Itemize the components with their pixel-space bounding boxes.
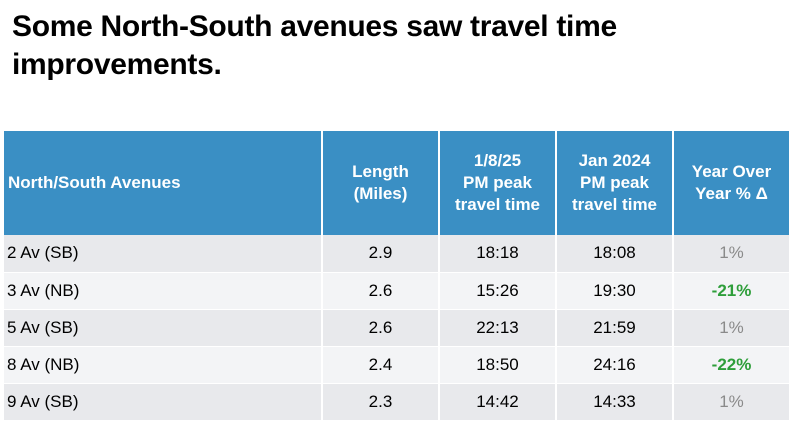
- header-line: PM peak: [580, 173, 649, 192]
- cell-length: 2.4: [322, 346, 440, 384]
- column-header-avenues: North/South Avenues: [4, 131, 323, 235]
- cell-current-time: 22:13: [439, 309, 557, 347]
- cell-prior-time: 24:16: [556, 346, 674, 384]
- table-row: 2 Av (SB) 2.9 18:18 18:08 1%: [4, 235, 789, 273]
- header-line: travel time: [454, 195, 541, 214]
- cell-length: 2.6: [322, 272, 440, 310]
- cell-change: 1%: [673, 309, 789, 347]
- column-header-year-over-year: Year Over Year % Δ: [673, 131, 789, 235]
- table-row: 8 Av (NB) 2.4 18:50 24:16 -22%: [4, 346, 789, 384]
- cell-change: -21%: [673, 272, 789, 310]
- cell-change: -22%: [673, 346, 789, 384]
- cell-change: 1%: [673, 235, 789, 273]
- header-line: Jan 2024: [578, 151, 651, 170]
- cell-current-time: 15:26: [439, 272, 557, 310]
- table-row: 3 Av (NB) 2.6 15:26 19:30 -21%: [4, 272, 789, 310]
- header-line: North/South Avenues: [8, 173, 181, 192]
- cell-prior-time: 21:59: [556, 309, 674, 347]
- cell-length: 2.3: [322, 383, 440, 421]
- header-line: Year Over: [691, 162, 772, 181]
- travel-time-table: North/South Avenues Length (Miles) 1/8/2…: [4, 131, 789, 421]
- cell-prior-time: 14:33: [556, 383, 674, 421]
- header-line: Year % Δ: [695, 184, 768, 203]
- cell-length: 2.9: [322, 235, 440, 273]
- cell-prior-time: 19:30: [556, 272, 674, 310]
- column-header-length: Length (Miles): [322, 131, 440, 235]
- table-row: 9 Av (SB) 2.3 14:42 14:33 1%: [4, 383, 789, 421]
- header-line: 1/8/25: [473, 151, 522, 170]
- cell-current-time: 14:42: [439, 383, 557, 421]
- table-header: North/South Avenues Length (Miles) 1/8/2…: [4, 131, 789, 235]
- cell-current-time: 18:18: [439, 235, 557, 273]
- cell-avenue: 5 Av (SB): [4, 309, 323, 347]
- cell-change: 1%: [673, 383, 789, 421]
- column-header-prior-travel-time: Jan 2024 PM peak travel time: [556, 131, 674, 235]
- page-title: Some North-South avenues saw travel time…: [12, 10, 617, 81]
- header-line: Length: [352, 162, 409, 181]
- column-header-current-travel-time: 1/8/25 PM peak travel time: [439, 131, 557, 235]
- header-line: PM peak: [463, 173, 532, 192]
- cell-prior-time: 18:08: [556, 235, 674, 273]
- cell-current-time: 18:50: [439, 346, 557, 384]
- header-row: North/South Avenues Length (Miles) 1/8/2…: [4, 131, 789, 235]
- header-line: travel time: [571, 195, 658, 214]
- cell-avenue: 9 Av (SB): [4, 383, 323, 421]
- cell-avenue: 2 Av (SB): [4, 235, 323, 273]
- table-row: 5 Av (SB) 2.6 22:13 21:59 1%: [4, 309, 789, 347]
- cell-avenue: 3 Av (NB): [4, 272, 323, 310]
- table-body: 2 Av (SB) 2.9 18:18 18:08 1% 3 Av (NB) 2…: [4, 235, 789, 421]
- cell-length: 2.6: [322, 309, 440, 347]
- header-line: (Miles): [353, 184, 408, 203]
- cell-avenue: 8 Av (NB): [4, 346, 323, 384]
